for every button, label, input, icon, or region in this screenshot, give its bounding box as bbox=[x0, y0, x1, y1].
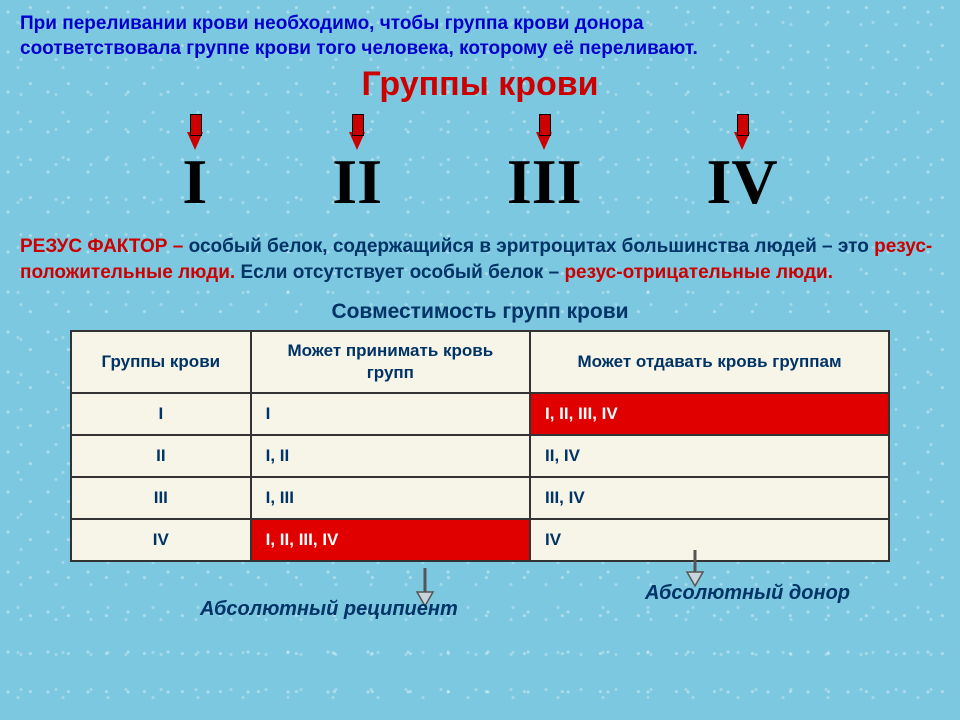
cell-group: IV bbox=[71, 519, 251, 561]
cell-donate: III, IV bbox=[530, 477, 889, 519]
main-title: Группы крови bbox=[20, 65, 940, 104]
compatibility-table: Группы крови Может принимать кровь групп… bbox=[70, 330, 890, 562]
rhesus-part2: Если отсутствует особый белок – bbox=[235, 262, 564, 283]
roman-numeral-3: III bbox=[507, 150, 582, 214]
rhesus-label: РЕЗУС ФАКТОР – bbox=[20, 236, 189, 257]
header-donate: Может отдавать кровь группам bbox=[530, 331, 889, 393]
roman-group-4: IV bbox=[706, 112, 777, 214]
table-title: Совместимость групп крови bbox=[20, 300, 940, 324]
arrow-down-icon bbox=[734, 132, 750, 150]
cell-accept: I, III bbox=[251, 477, 530, 519]
cell-accept: I bbox=[251, 393, 530, 435]
roman-numerals-row: I II III IV bbox=[20, 112, 940, 214]
cell-group: I bbox=[71, 393, 251, 435]
intro-line1: При переливании крови необходимо, чтобы … bbox=[20, 13, 644, 34]
intro-text: При переливании крови необходимо, чтобы … bbox=[20, 12, 940, 61]
label-recipient: Абсолютный реципиент bbox=[200, 598, 458, 621]
rhesus-part1: особый белок, содержащийся в эритроцитах… bbox=[189, 236, 875, 257]
rhesus-text: РЕЗУС ФАКТОР – особый белок, содержащийс… bbox=[20, 234, 940, 285]
arrow-down-icon bbox=[187, 132, 203, 150]
roman-group-2: II bbox=[332, 112, 382, 214]
roman-group-1: I bbox=[182, 112, 207, 214]
cell-accept: I, II, III, IV bbox=[251, 519, 530, 561]
arrow-down-icon bbox=[536, 132, 552, 150]
bottom-labels: Абсолютный реципиент Абсолютный донор bbox=[20, 570, 940, 630]
arrow-down-icon bbox=[349, 132, 365, 150]
roman-group-3: III bbox=[507, 112, 582, 214]
cell-donate: II, IV bbox=[530, 435, 889, 477]
label-donor: Абсолютный донор bbox=[645, 582, 850, 605]
header-group: Группы крови bbox=[71, 331, 251, 393]
cell-accept: I, II bbox=[251, 435, 530, 477]
cell-group: III bbox=[71, 477, 251, 519]
table-row: IVI, II, III, IVIV bbox=[71, 519, 889, 561]
header-accept: Может принимать кровь групп bbox=[251, 331, 530, 393]
roman-numeral-2: II bbox=[332, 150, 382, 214]
intro-line2: соответствовала группе крови того челове… bbox=[20, 38, 698, 59]
roman-numeral-1: I bbox=[182, 150, 207, 214]
rhesus-negative: резус-отрицательные люди. bbox=[564, 262, 833, 283]
cell-group: II bbox=[71, 435, 251, 477]
table-row: III, IIII, IV bbox=[71, 435, 889, 477]
roman-numeral-4: IV bbox=[706, 150, 777, 214]
table-row: III, II, III, IV bbox=[71, 393, 889, 435]
cell-donate: I, II, III, IV bbox=[530, 393, 889, 435]
table-row: IIII, IIIIII, IV bbox=[71, 477, 889, 519]
table-header-row: Группы крови Может принимать кровь групп… bbox=[71, 331, 889, 393]
